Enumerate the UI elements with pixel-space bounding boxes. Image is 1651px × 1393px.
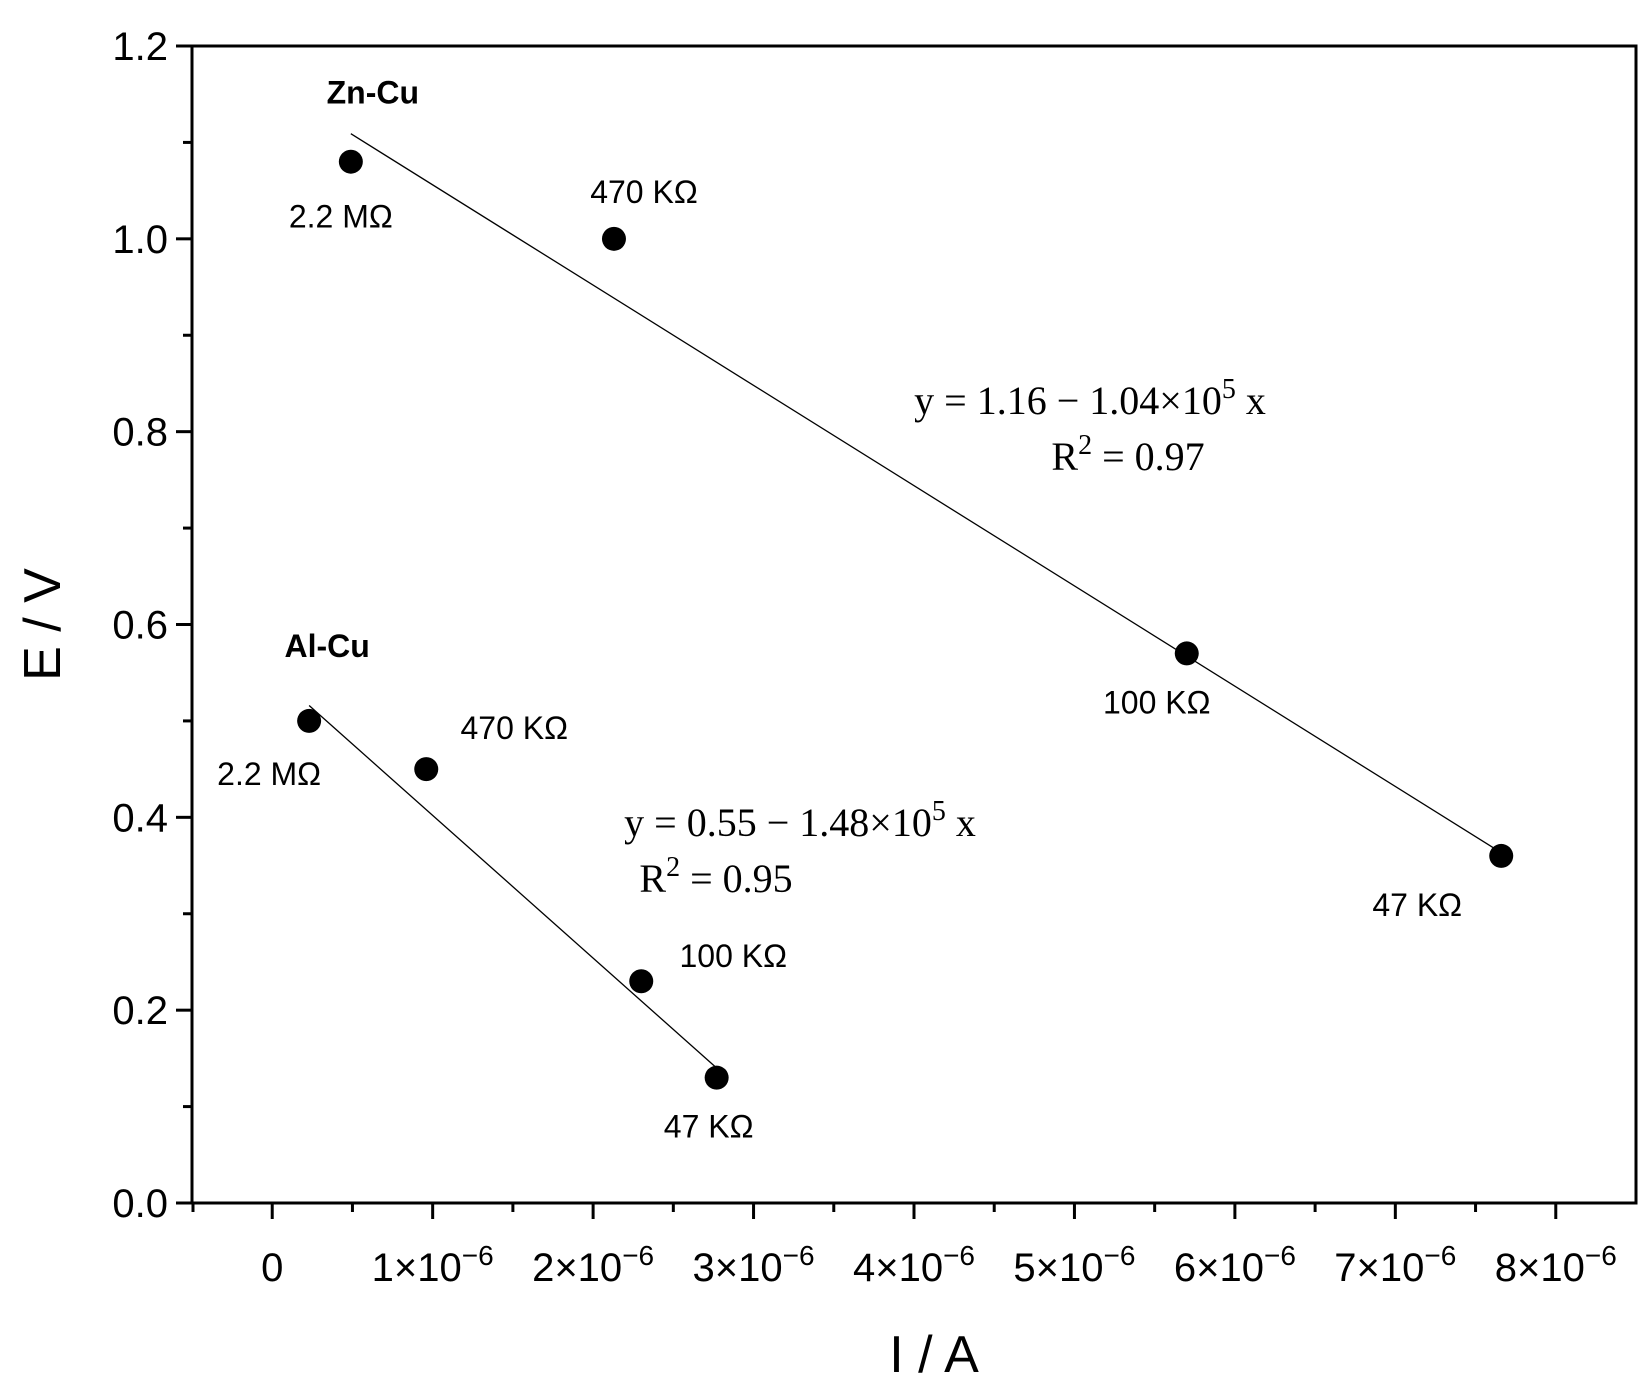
point-label: 47 KΩ bbox=[1372, 887, 1462, 923]
fit-line bbox=[308, 705, 718, 1069]
x-axis-title: I / A bbox=[889, 1326, 979, 1384]
fit-r-squared: R2 = 0.97 bbox=[1051, 430, 1204, 479]
series-label: Zn-Cu bbox=[327, 75, 419, 111]
fit-equation: y = 0.55 − 1.48×105 x bbox=[624, 796, 976, 845]
x-tick-label: 8×10−6 bbox=[1495, 1240, 1617, 1290]
point-label: 470 KΩ bbox=[460, 710, 568, 746]
y-tick-label: 0.2 bbox=[112, 989, 168, 1033]
data-points bbox=[297, 149, 1514, 1090]
x-tick-label: 5×10−6 bbox=[1013, 1240, 1135, 1290]
fit-equations: y = 1.16 − 1.04×105 x R2 = 0.97 y = 0.55 −… bbox=[624, 374, 1266, 901]
y-axis-ticks: 0.0 0.2 0.4 0.6 0.8 1.0 1.2 bbox=[112, 25, 192, 1226]
plot-border bbox=[190, 44, 1638, 1205]
data-point bbox=[414, 757, 439, 782]
x-tick-label: 6×10−6 bbox=[1174, 1240, 1296, 1290]
point-label: 100 KΩ bbox=[1103, 684, 1211, 720]
y-tick-label: 1.2 bbox=[112, 25, 168, 69]
data-point bbox=[1174, 641, 1199, 666]
series-label: Al-Cu bbox=[284, 628, 369, 664]
data-point bbox=[629, 969, 654, 994]
fit-line bbox=[350, 133, 1502, 854]
x-tick-label: 2×10−6 bbox=[532, 1240, 654, 1290]
point-label: 470 KΩ bbox=[590, 174, 698, 210]
y-tick-label: 0.0 bbox=[112, 1182, 168, 1226]
y-tick-label: 1.0 bbox=[112, 218, 168, 262]
y-axis-title: E / V bbox=[14, 568, 72, 681]
point-label: 100 KΩ bbox=[679, 938, 787, 974]
fit-r-squared: R2 = 0.95 bbox=[639, 852, 792, 901]
data-point bbox=[1489, 843, 1514, 868]
point-label: 2.2 MΩ bbox=[217, 756, 321, 792]
data-point bbox=[601, 226, 626, 251]
x-tick-label: 4×10−6 bbox=[853, 1240, 975, 1290]
plot-frame bbox=[190, 44, 1638, 1205]
data-point bbox=[297, 708, 322, 733]
x-tick-label: 3×10−6 bbox=[693, 1240, 815, 1290]
fit-equation: y = 1.16 − 1.04×105 x bbox=[914, 374, 1266, 423]
y-tick-label: 0.4 bbox=[112, 796, 168, 840]
x-tick-label: 7×10−6 bbox=[1334, 1240, 1456, 1290]
fit-lines bbox=[308, 133, 1502, 1069]
point-label: 47 KΩ bbox=[664, 1109, 754, 1145]
point-label: 2.2 MΩ bbox=[289, 199, 393, 235]
x-tick-label: 0 bbox=[261, 1246, 283, 1290]
point-labels: 2.2 MΩ 470 KΩ 100 KΩ 47 KΩ Zn-Cu 2.2 MΩ 470 KΩ… bbox=[217, 75, 1462, 1145]
data-point bbox=[704, 1065, 729, 1090]
y-tick-label: 0.6 bbox=[112, 604, 168, 648]
x-tick-label: 1×10−6 bbox=[372, 1240, 494, 1290]
data-point bbox=[338, 149, 363, 174]
y-tick-label: 0.8 bbox=[112, 411, 168, 455]
x-axis-ticks: 0 1×10−6 2×10−6 3×10−6 4×10−6 5×10−6 6×10−6 7×1… bbox=[191, 1203, 1617, 1290]
